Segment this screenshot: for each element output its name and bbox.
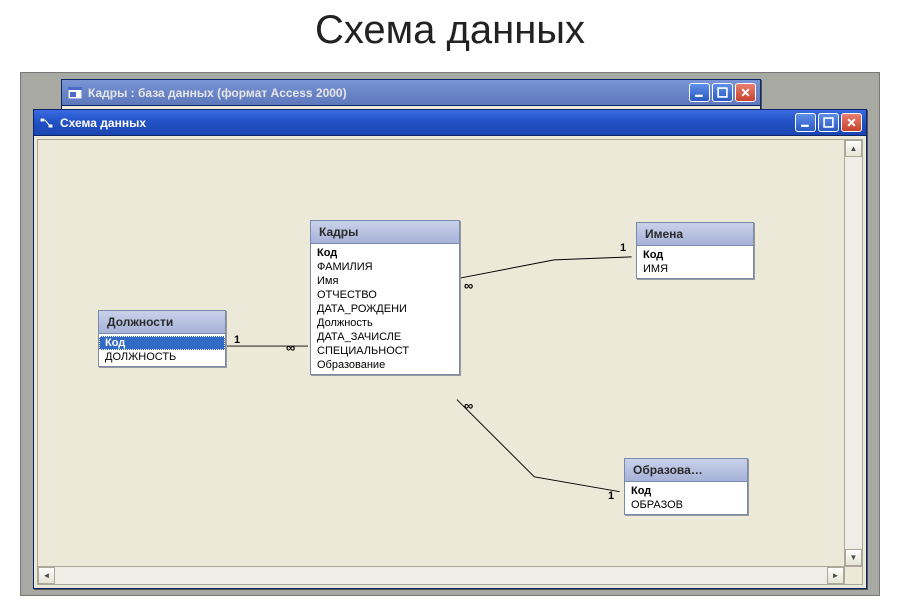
cardinality-many-label: ∞ xyxy=(286,340,294,355)
table-field-list: КодОБРАЗОВ xyxy=(625,482,747,514)
minimize-button[interactable] xyxy=(689,83,710,102)
scroll-left-button[interactable]: ◄ xyxy=(38,567,55,584)
scroll-up-button[interactable]: ▲ xyxy=(845,140,862,157)
table-field[interactable]: ДАТА_РОЖДЕНИ xyxy=(311,302,459,316)
table-header[interactable]: Кадры xyxy=(311,221,459,244)
cardinality-one-label: 1 xyxy=(234,334,240,346)
table-field[interactable]: Код xyxy=(311,246,459,260)
vertical-scrollbar[interactable]: ▲ ▼ xyxy=(844,140,862,566)
table-field[interactable]: ОТЧЕСТВО xyxy=(311,288,459,302)
close-button[interactable] xyxy=(841,113,862,132)
close-button[interactable] xyxy=(735,83,756,102)
window-title-database: Кадры : база данных (формат Access 2000) xyxy=(88,86,683,100)
window-schema: Схема данных ДолжностиКодДОЛЖНОСТЬКадрыК… xyxy=(33,109,867,589)
scroll-track[interactable] xyxy=(845,157,862,549)
table-field[interactable]: СПЕЦИАЛЬНОСТ xyxy=(311,344,459,358)
scroll-track[interactable] xyxy=(55,567,827,584)
titlebar-database[interactable]: Кадры : база данных (формат Access 2000) xyxy=(62,80,760,106)
window-title-schema: Схема данных xyxy=(60,116,789,130)
scroll-down-button[interactable]: ▼ xyxy=(845,549,862,566)
scroll-right-button[interactable]: ► xyxy=(827,567,844,584)
table-field[interactable]: Образование xyxy=(311,358,459,372)
maximize-button[interactable] xyxy=(712,83,733,102)
slide-title: Схема данных xyxy=(0,8,900,53)
desktop-area: Кадры : база данных (формат Access 2000)… xyxy=(20,72,880,596)
table-field[interactable]: Имя xyxy=(311,274,459,288)
cardinality-many-label: ∞ xyxy=(464,398,472,413)
scrollbar-corner xyxy=(844,566,862,584)
table-education[interactable]: Образова…КодОБРАЗОВ xyxy=(624,458,748,515)
table-field[interactable]: ДОЛЖНОСТЬ xyxy=(99,350,225,364)
maximize-button[interactable] xyxy=(818,113,839,132)
horizontal-scrollbar[interactable]: ◄ ► xyxy=(38,566,844,584)
table-field[interactable]: Код xyxy=(625,484,747,498)
table-positions[interactable]: ДолжностиКодДОЛЖНОСТЬ xyxy=(98,310,226,367)
relationships-canvas[interactable]: ДолжностиКодДОЛЖНОСТЬКадрыКодФАМИЛИЯИмяО… xyxy=(38,140,844,566)
table-header[interactable]: Образова… xyxy=(625,459,747,482)
table-field-list: КодИМЯ xyxy=(637,246,753,278)
titlebar-schema[interactable]: Схема данных xyxy=(34,110,866,136)
table-field-list: КодДОЛЖНОСТЬ xyxy=(99,334,225,366)
table-names[interactable]: ИменаКодИМЯ xyxy=(636,222,754,279)
cardinality-one-label: 1 xyxy=(620,242,626,254)
table-staff[interactable]: КадрыКодФАМИЛИЯИмяОТЧЕСТВОДАТА_РОЖДЕНИДо… xyxy=(310,220,460,375)
table-field[interactable]: ФАМИЛИЯ xyxy=(311,260,459,274)
table-field[interactable]: ИМЯ xyxy=(637,262,753,276)
table-field[interactable]: ДАТА_ЗАЧИСЛЕ xyxy=(311,330,459,344)
cardinality-one-label: 1 xyxy=(608,490,614,502)
cardinality-many-label: ∞ xyxy=(464,278,472,293)
table-field[interactable]: Код xyxy=(637,248,753,262)
relationships-icon xyxy=(40,117,54,129)
mdi-window-icon xyxy=(68,87,82,99)
table-field-list: КодФАМИЛИЯИмяОТЧЕСТВОДАТА_РОЖДЕНИДолжнос… xyxy=(311,244,459,374)
table-field[interactable]: Должность xyxy=(311,316,459,330)
table-header[interactable]: Имена xyxy=(637,223,753,246)
table-header[interactable]: Должности xyxy=(99,311,225,334)
table-field[interactable]: ОБРАЗОВ xyxy=(625,498,747,512)
minimize-button[interactable] xyxy=(795,113,816,132)
window-client-area: ДолжностиКодДОЛЖНОСТЬКадрыКодФАМИЛИЯИмяО… xyxy=(37,139,863,585)
table-field[interactable]: Код xyxy=(99,336,225,350)
